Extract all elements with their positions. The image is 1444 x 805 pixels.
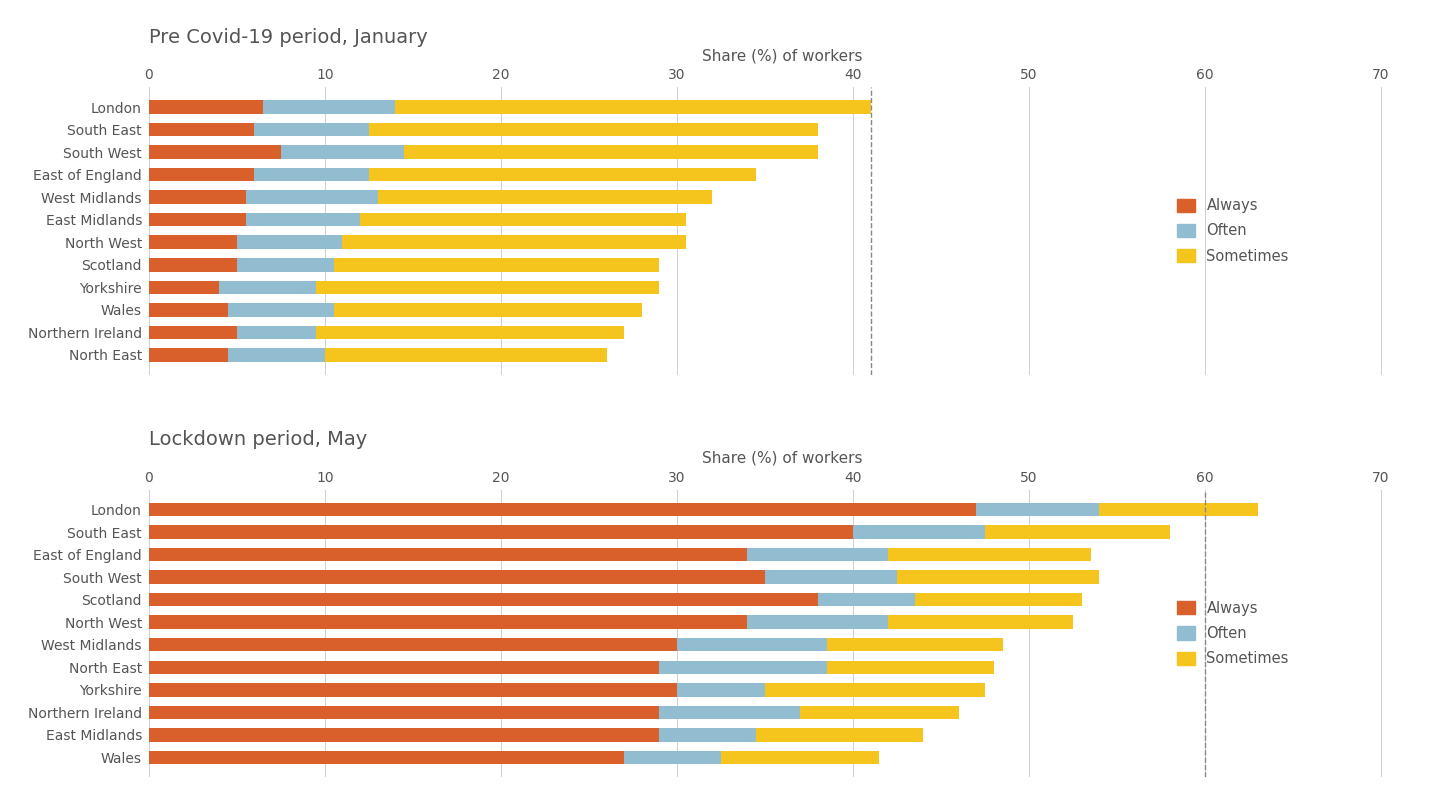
Bar: [228, 303, 334, 316]
Bar: [149, 236, 237, 249]
Bar: [149, 661, 660, 674]
Bar: [817, 593, 914, 606]
Bar: [149, 325, 237, 339]
Bar: [334, 303, 641, 316]
X-axis label: Share (%) of workers: Share (%) of workers: [702, 48, 862, 63]
Legend: Always, Often, Sometimes: Always, Often, Sometimes: [1170, 593, 1297, 674]
Bar: [149, 213, 245, 226]
Bar: [800, 705, 959, 719]
Bar: [748, 548, 888, 561]
Bar: [219, 280, 316, 294]
Bar: [721, 750, 879, 764]
Bar: [976, 503, 1099, 516]
Bar: [826, 661, 993, 674]
Bar: [888, 616, 1073, 629]
Bar: [765, 683, 985, 696]
Bar: [748, 616, 888, 629]
Bar: [149, 168, 254, 181]
Bar: [914, 593, 1082, 606]
Bar: [149, 571, 765, 584]
Bar: [316, 325, 624, 339]
Bar: [282, 146, 404, 159]
Bar: [254, 168, 368, 181]
Bar: [334, 258, 660, 271]
Bar: [396, 101, 871, 114]
Bar: [149, 503, 976, 516]
Bar: [149, 123, 254, 136]
Bar: [149, 593, 817, 606]
Bar: [826, 638, 1002, 651]
Bar: [342, 236, 686, 249]
Bar: [149, 526, 853, 539]
Text: Pre Covid-19 period, January: Pre Covid-19 period, January: [149, 28, 427, 47]
Bar: [1099, 503, 1258, 516]
Bar: [316, 280, 660, 294]
Bar: [263, 101, 396, 114]
Bar: [254, 123, 368, 136]
Bar: [149, 101, 263, 114]
Bar: [149, 348, 228, 361]
Bar: [237, 258, 334, 271]
Bar: [853, 526, 985, 539]
Bar: [677, 638, 826, 651]
Bar: [368, 123, 817, 136]
Bar: [149, 146, 282, 159]
Bar: [237, 236, 342, 249]
Bar: [404, 146, 817, 159]
Text: Lockdown period, May: Lockdown period, May: [149, 431, 367, 449]
Bar: [149, 750, 624, 764]
Bar: [624, 750, 721, 764]
Bar: [149, 303, 228, 316]
Bar: [149, 191, 245, 204]
Bar: [149, 683, 677, 696]
Bar: [897, 571, 1099, 584]
Bar: [985, 526, 1170, 539]
Bar: [378, 191, 712, 204]
Bar: [677, 683, 765, 696]
Bar: [660, 661, 826, 674]
Legend: Always, Often, Sometimes: Always, Often, Sometimes: [1170, 191, 1297, 271]
Bar: [888, 548, 1090, 561]
Bar: [149, 258, 237, 271]
Bar: [149, 638, 677, 651]
Bar: [149, 548, 748, 561]
Bar: [149, 616, 748, 629]
Bar: [245, 213, 360, 226]
Bar: [368, 168, 757, 181]
Bar: [149, 280, 219, 294]
Bar: [360, 213, 686, 226]
Bar: [765, 571, 897, 584]
X-axis label: Share (%) of workers: Share (%) of workers: [702, 451, 862, 465]
Bar: [228, 348, 325, 361]
Bar: [660, 728, 757, 741]
Bar: [237, 325, 316, 339]
Bar: [325, 348, 606, 361]
Bar: [149, 705, 660, 719]
Bar: [757, 728, 923, 741]
Bar: [149, 728, 660, 741]
Bar: [245, 191, 378, 204]
Bar: [660, 705, 800, 719]
